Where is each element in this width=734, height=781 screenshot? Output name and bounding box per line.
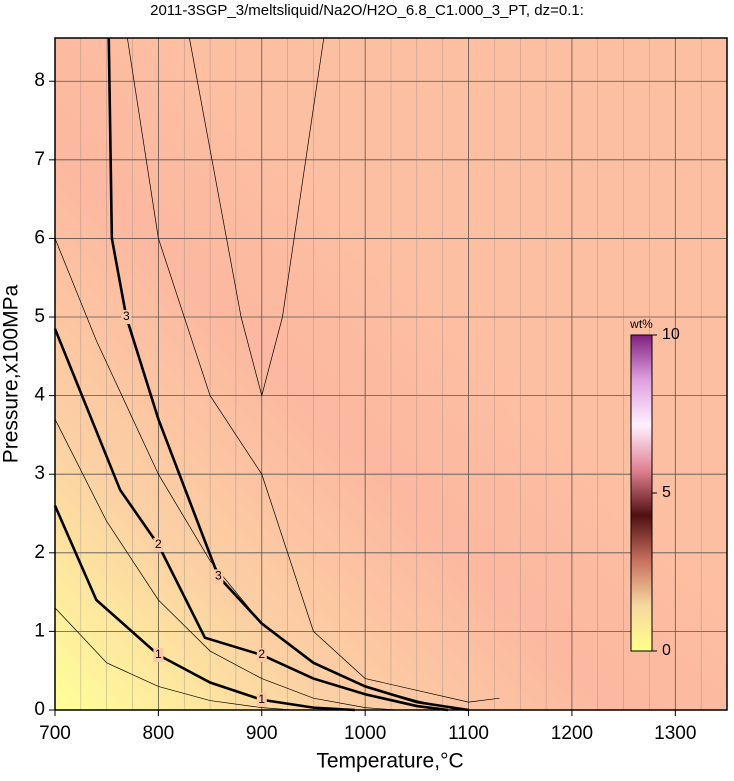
y-tick-label: 1 <box>34 620 45 641</box>
colorbar <box>630 334 653 652</box>
contour-label: 1 <box>258 692 265 706</box>
x-tick-label: 700 <box>39 723 71 744</box>
plot-frame <box>54 37 728 711</box>
contour-label: 3 <box>123 309 130 323</box>
contour-label-bg <box>121 310 132 325</box>
contour-label-bg <box>256 647 267 662</box>
contour-label: 2 <box>258 647 265 661</box>
contour-label: 2 <box>155 537 162 551</box>
y-axis-label: Pressure,x100MPa <box>0 284 23 463</box>
contour-line <box>107 37 469 712</box>
y-tick-label: 6 <box>34 227 45 248</box>
x-tick-label: 1300 <box>654 723 696 744</box>
y-tick-label: 5 <box>34 306 45 327</box>
x-tick-label: 800 <box>143 723 175 744</box>
contour-label-bg <box>153 537 164 552</box>
y-tick-label: 3 <box>34 463 45 484</box>
contour-line <box>189 37 325 397</box>
colorbar-tick-label: 0 <box>662 642 671 659</box>
x-tick-label: 1000 <box>344 723 386 744</box>
contour-line <box>54 419 397 711</box>
colorbar-label: wt% <box>629 317 653 331</box>
y-tick-label: 8 <box>34 70 45 91</box>
contour-line <box>53 505 355 712</box>
y-tick-label: 0 <box>34 699 45 720</box>
contour-label-bg <box>213 569 224 584</box>
y-tick-label: 4 <box>34 385 45 406</box>
chart-title: 2011-3SGP_3/meltsliquid/Na2O/H2O_6.8_C1.… <box>150 2 584 19</box>
colorbar-tick-label: 5 <box>662 484 671 501</box>
x-axis-label: Temperature,°C <box>316 750 463 773</box>
contour-label: 3 <box>215 569 222 583</box>
colorbar-tick-label: 10 <box>662 326 680 343</box>
contour-line <box>54 607 293 711</box>
x-tick-label: 900 <box>246 723 278 744</box>
contour-label: 1 <box>155 647 162 661</box>
contour-label-bg <box>256 692 267 707</box>
y-tick-label: 2 <box>34 542 45 563</box>
contour-label-bg <box>153 647 164 662</box>
contour-line <box>127 37 500 703</box>
x-tick-label: 1100 <box>448 723 489 744</box>
y-tick-label: 7 <box>34 149 45 170</box>
x-tick-label: 1200 <box>551 723 593 744</box>
